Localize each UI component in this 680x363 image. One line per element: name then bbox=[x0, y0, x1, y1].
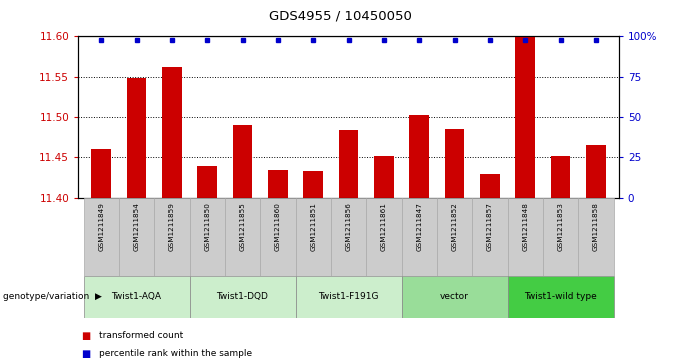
Text: GDS4955 / 10450050: GDS4955 / 10450050 bbox=[269, 9, 411, 22]
Text: genotype/variation  ▶: genotype/variation ▶ bbox=[3, 292, 102, 301]
Text: GSM1211849: GSM1211849 bbox=[98, 202, 104, 250]
Bar bbox=[507, 276, 613, 318]
Text: GSM1211856: GSM1211856 bbox=[345, 202, 352, 250]
Bar bbox=[543, 198, 578, 276]
Text: GSM1211851: GSM1211851 bbox=[310, 202, 316, 250]
Text: GSM1211847: GSM1211847 bbox=[416, 202, 422, 250]
Bar bbox=[260, 198, 296, 276]
Text: ■: ■ bbox=[82, 349, 91, 359]
Bar bbox=[578, 198, 613, 276]
Bar bbox=[84, 276, 190, 318]
Bar bbox=[126, 78, 146, 198]
Text: GSM1211858: GSM1211858 bbox=[593, 202, 599, 250]
Text: Twist1-F191G: Twist1-F191G bbox=[318, 292, 379, 301]
Bar bbox=[154, 198, 190, 276]
Text: Twist1-AQA: Twist1-AQA bbox=[112, 292, 162, 301]
Text: GSM1211857: GSM1211857 bbox=[487, 202, 493, 250]
Bar bbox=[437, 198, 472, 276]
Bar bbox=[296, 276, 401, 318]
Text: GSM1211852: GSM1211852 bbox=[452, 202, 458, 250]
Text: GSM1211860: GSM1211860 bbox=[275, 202, 281, 250]
Bar bbox=[586, 145, 606, 198]
Bar bbox=[401, 198, 437, 276]
Bar bbox=[197, 166, 217, 198]
Bar bbox=[331, 198, 366, 276]
Bar bbox=[366, 198, 401, 276]
Bar bbox=[303, 171, 323, 198]
Bar bbox=[480, 174, 500, 198]
Text: Twist1-wild type: Twist1-wild type bbox=[524, 292, 597, 301]
Bar bbox=[91, 150, 111, 198]
Text: transformed count: transformed count bbox=[99, 331, 183, 340]
Bar bbox=[84, 198, 119, 276]
Bar bbox=[507, 198, 543, 276]
Text: ■: ■ bbox=[82, 331, 91, 341]
Text: GSM1211850: GSM1211850 bbox=[204, 202, 210, 250]
Bar bbox=[445, 129, 464, 198]
Bar bbox=[551, 156, 571, 198]
Bar bbox=[339, 130, 358, 198]
Text: percentile rank within the sample: percentile rank within the sample bbox=[99, 350, 252, 358]
Bar bbox=[515, 36, 535, 198]
Bar bbox=[472, 198, 507, 276]
Bar bbox=[374, 156, 394, 198]
Bar bbox=[190, 198, 225, 276]
Bar bbox=[162, 67, 182, 198]
Text: GSM1211853: GSM1211853 bbox=[558, 202, 564, 250]
Bar bbox=[409, 115, 429, 198]
Text: GSM1211854: GSM1211854 bbox=[133, 202, 139, 250]
Text: Twist1-DQD: Twist1-DQD bbox=[216, 292, 269, 301]
Text: vector: vector bbox=[440, 292, 469, 301]
Bar bbox=[119, 198, 154, 276]
Text: GSM1211859: GSM1211859 bbox=[169, 202, 175, 250]
Bar bbox=[225, 198, 260, 276]
Text: GSM1211861: GSM1211861 bbox=[381, 202, 387, 250]
Bar bbox=[233, 125, 252, 198]
Bar bbox=[190, 276, 296, 318]
Text: GSM1211855: GSM1211855 bbox=[239, 202, 245, 250]
Text: GSM1211848: GSM1211848 bbox=[522, 202, 528, 250]
Bar bbox=[401, 276, 507, 318]
Bar bbox=[268, 170, 288, 198]
Bar bbox=[296, 198, 331, 276]
